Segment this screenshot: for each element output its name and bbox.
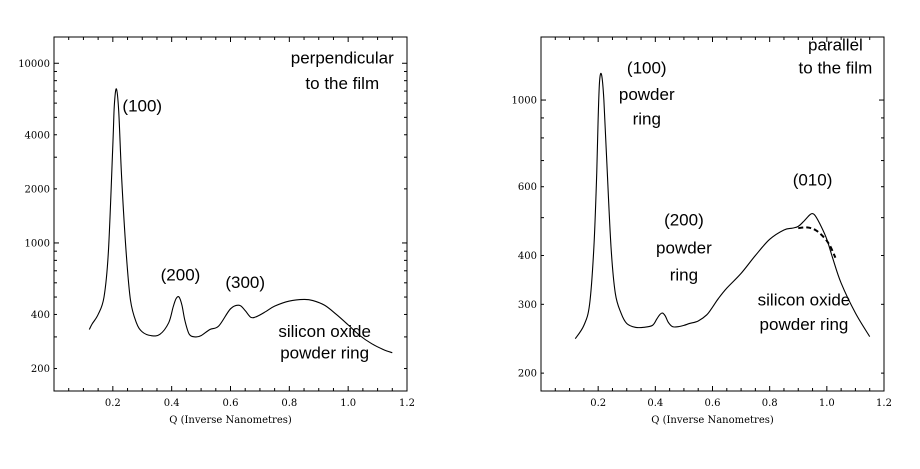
left-panel-perpendicular: 0.2 0.4 0.6 0.8 1.0 1.2 200 400 1000 2000 4000 1000…	[18, 36, 415, 426]
plot-frame	[540, 36, 885, 392]
x-tick-label: 1.2	[876, 398, 892, 409]
annotation-perpendicular: to the film	[305, 74, 379, 93]
right-panel-parallel: 0.2 0.4 0.6 0.8 1.0 1.2 200 300 400 600 1000 Q (Inv…	[512, 35, 892, 426]
annotation-perpendicular: perpendicular	[291, 48, 394, 67]
y-tick-label: 10000	[18, 59, 50, 70]
y-tick-label: 400	[518, 251, 537, 262]
y-tick-label: 200	[518, 369, 537, 380]
intensity-curve	[574, 72, 871, 339]
x-tick-label: 1.2	[399, 398, 415, 409]
y-tick-label: 1000	[512, 96, 537, 107]
y-tick-label: 200	[31, 364, 50, 375]
x-tick-label: 0.4	[647, 398, 663, 409]
annotation-parallel: parallel	[808, 35, 863, 54]
y-tick-label: 1000	[25, 238, 50, 249]
x-tick-label: 0.2	[590, 398, 606, 409]
x-tick-label: 0.6	[705, 398, 721, 409]
annotation-parallel: (010)	[793, 170, 833, 189]
annotation-parallel: ring	[633, 110, 661, 129]
x-axis-label: Q (Inverse Nanometres)	[169, 415, 292, 426]
annotation-perpendicular: silicon oxide	[278, 322, 371, 341]
x-tick-label: 1.0	[340, 398, 356, 409]
annotation-perpendicular: powder ring	[280, 343, 369, 362]
y-tick-label: 400	[31, 310, 50, 321]
annotation-parallel: (100)	[627, 58, 667, 77]
annotation-parallel: powder	[619, 85, 675, 104]
x-tick-label: 0.8	[762, 398, 778, 409]
x-tick-label: 1.0	[819, 398, 835, 409]
annotation-parallel: powder	[656, 238, 712, 257]
annotation-parallel: silicon oxide	[758, 290, 851, 309]
x-tick-label: 0.8	[281, 398, 297, 409]
y-tick-label: 2000	[25, 184, 50, 195]
annotation-perpendicular: (300)	[225, 273, 265, 292]
y-tick-label: 600	[518, 182, 537, 193]
annotation-parallel: ring	[670, 266, 698, 285]
annotation-parallel: to the film	[799, 58, 873, 77]
y-tick-label: 4000	[25, 130, 50, 141]
annotation-parallel: powder ring	[760, 315, 849, 334]
x-tick-label: 0.2	[105, 398, 121, 409]
annotation-perpendicular: (100)	[122, 96, 162, 115]
intensity-curve	[88, 88, 393, 354]
annotation-parallel: (200)	[664, 210, 704, 229]
x-tick-label: 0.4	[164, 398, 180, 409]
x-axis-label: Q (Inverse Nanometres)	[651, 415, 774, 426]
x-tick-label: 0.6	[223, 398, 239, 409]
annotation-perpendicular: (200)	[161, 265, 201, 284]
baseline-dashed-line	[798, 226, 837, 259]
y-tick-label: 300	[518, 300, 537, 311]
